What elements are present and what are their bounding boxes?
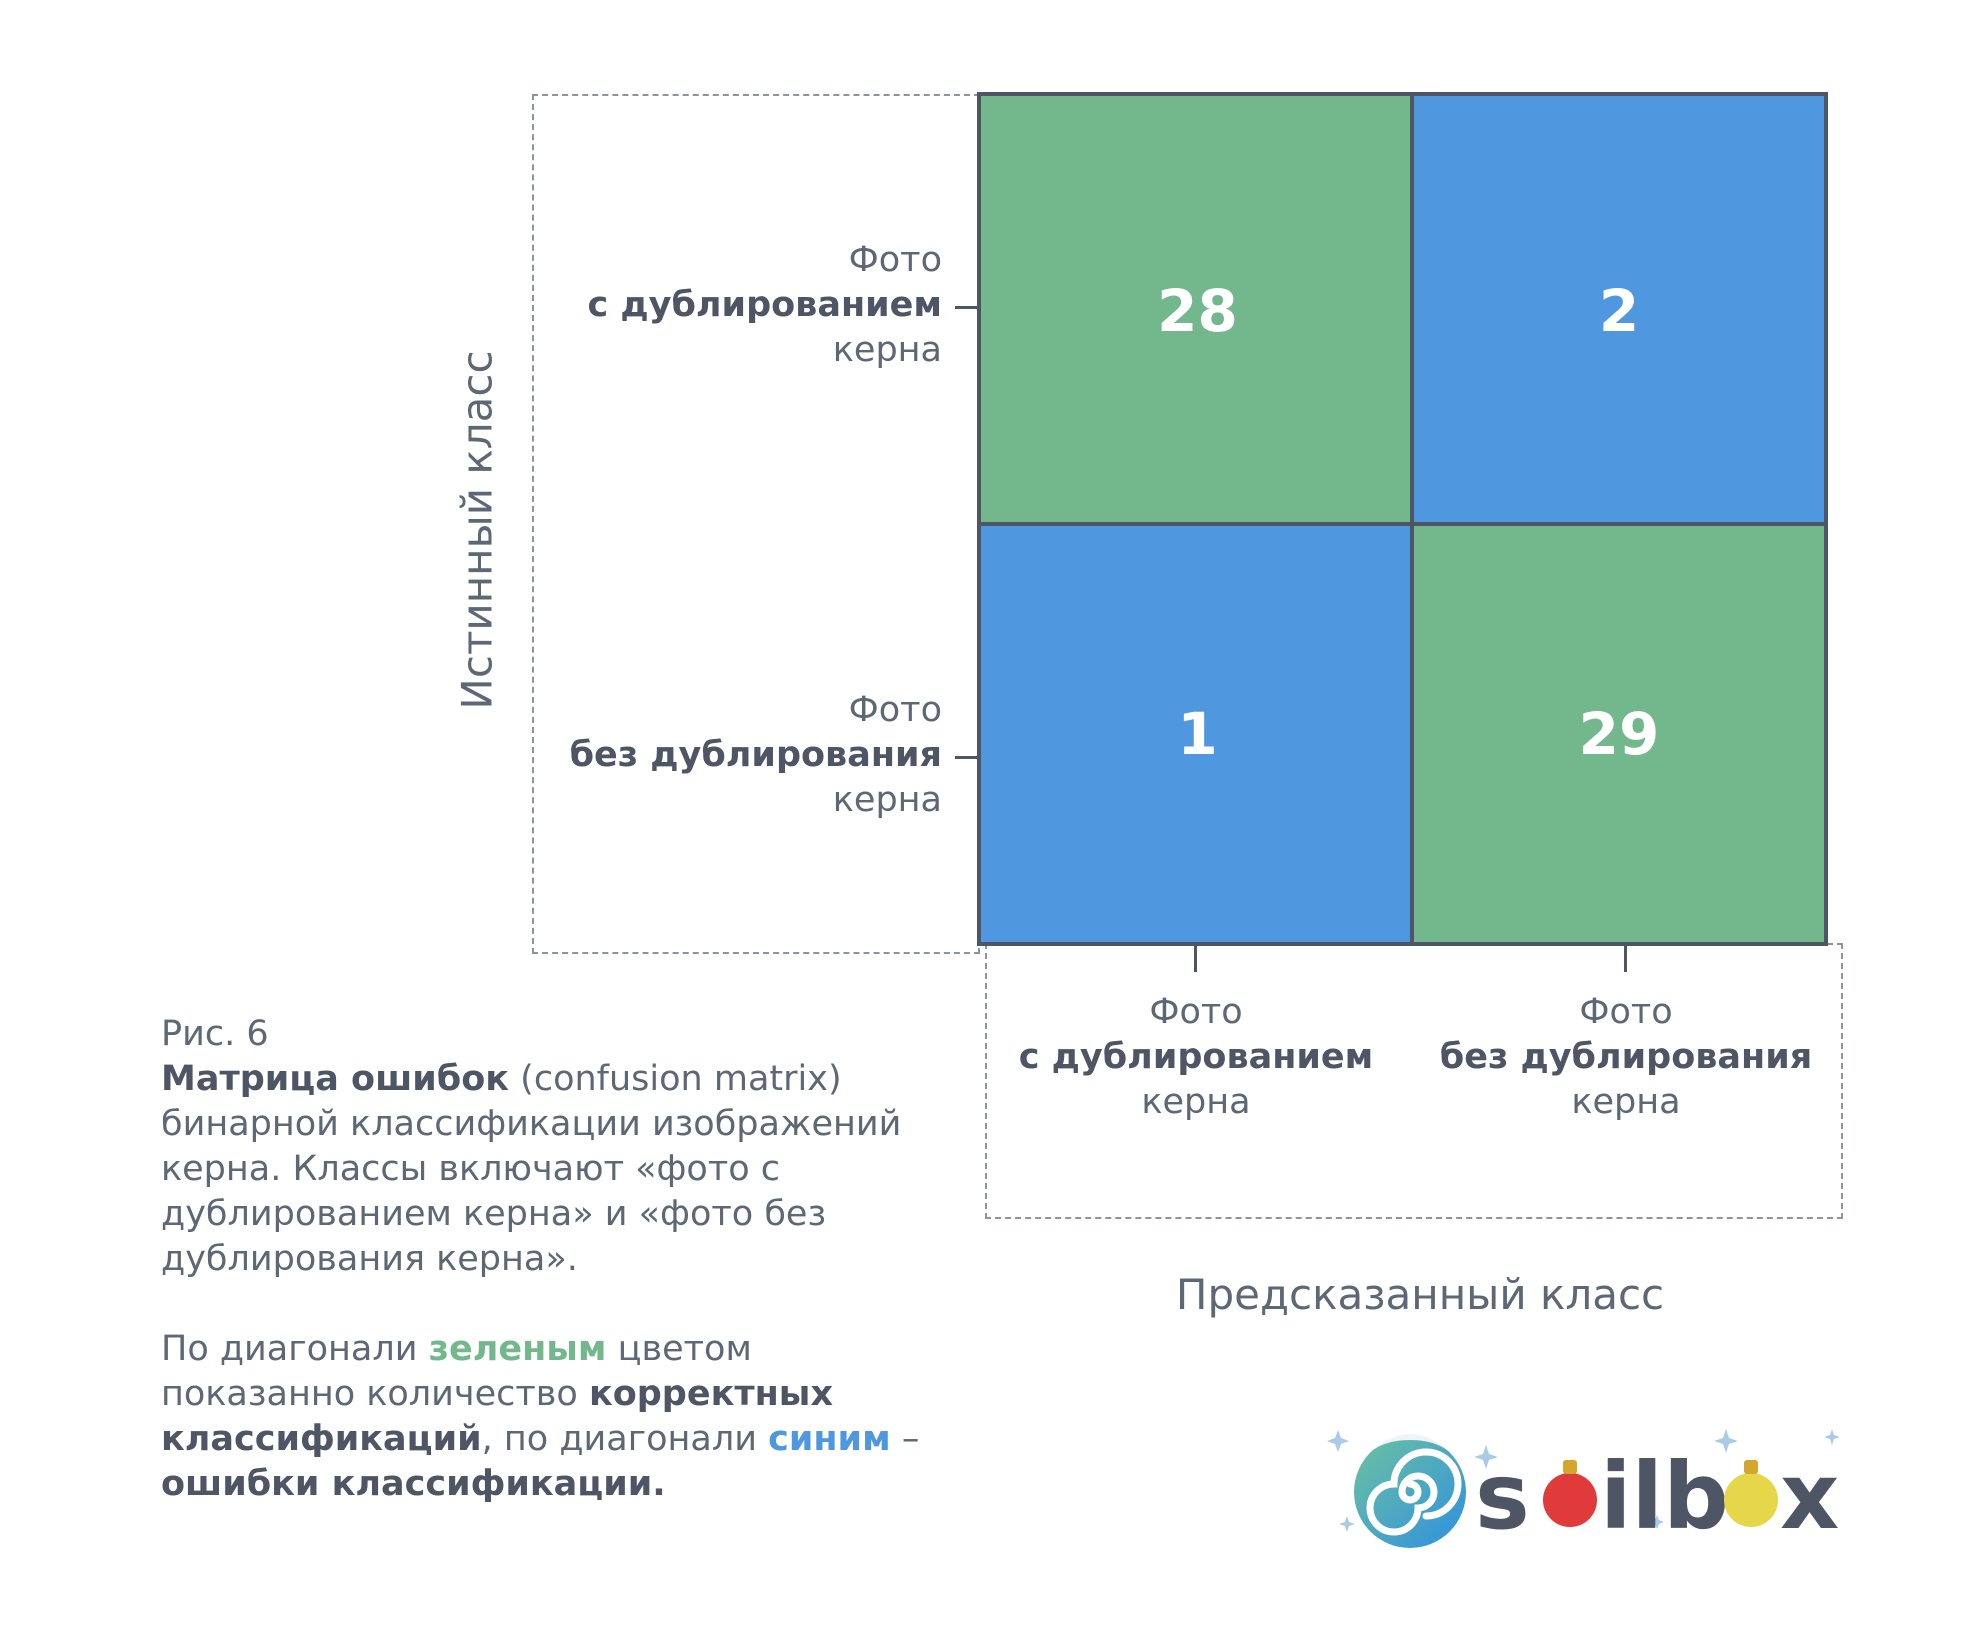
x-axis-title: Предсказанный класс <box>1175 1270 1665 1319</box>
cell-1-1: 29 <box>1414 525 1824 942</box>
swirl-line <box>1366 1448 1462 1536</box>
col-label-1: Фото без дублирования керна <box>1439 992 1813 1122</box>
caption-fig-number: Рис. 6 <box>161 1014 269 1054</box>
matrix-frame <box>977 92 1828 946</box>
soilbox-logo: s ilb x <box>1325 1410 1845 1550</box>
row-labels-dashed-box <box>532 94 980 954</box>
cell-1-0: 1 <box>981 525 1414 942</box>
swirl-circle <box>1354 1436 1466 1548</box>
col-label-0: Фото с дублированием керна <box>1018 992 1374 1122</box>
caption-legend: По диагонали зеленым цветом показанно ко… <box>161 1329 920 1504</box>
cell-0-0: 28 <box>981 96 1414 525</box>
matrix-vertical-divider <box>1410 92 1414 946</box>
svg-text:x: x <box>1780 1443 1839 1550</box>
svg-text:ilb: ilb <box>1600 1443 1729 1550</box>
col-tick-1 <box>1624 946 1627 972</box>
figure-caption: Рис. 6 Матрица ошибок (confusion matrix)… <box>161 1012 941 1507</box>
soilbox-logo-graphic: s ilb x <box>1327 1429 1840 1550</box>
sparkle-icons <box>1327 1429 1840 1532</box>
row-tick-0 <box>955 306 981 309</box>
matrix-horizontal-divider <box>977 522 1828 526</box>
y-axis-title: Истинный класс <box>452 350 502 710</box>
cell-0-1: 2 <box>1414 96 1824 525</box>
snow-cap <box>1373 1434 1447 1450</box>
red-ornament <box>1543 1473 1597 1527</box>
caption-description: Матрица ошибок (confusion matrix) бинарн… <box>161 1059 902 1279</box>
row-tick-1 <box>955 756 981 759</box>
row-label-1: Фото без дублирования керна <box>569 690 942 820</box>
col-tick-0 <box>1194 946 1197 972</box>
yellow-ornament <box>1724 1473 1778 1527</box>
svg-text:s: s <box>1475 1443 1530 1550</box>
row-label-0: Фото с дублированием керна <box>587 240 942 370</box>
